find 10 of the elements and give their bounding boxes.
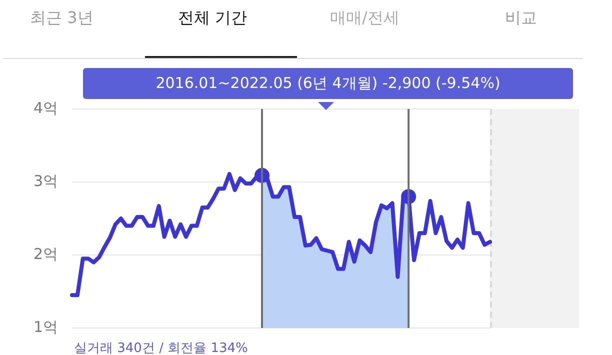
text: 실거래 340건 / 회전율 134% xyxy=(74,340,248,355)
text: 비교 xyxy=(505,8,537,29)
y-tick-label: 1억 xyxy=(33,318,58,336)
text: 2016.01~2022.05 (6년 4개월) -2,900 (-9.54%) xyxy=(83,68,573,99)
text: 전체 기간 xyxy=(178,8,248,29)
y-tick-label: 3억 xyxy=(33,172,58,190)
text: 최근 3년 xyxy=(30,8,94,29)
y-tick-label: 2억 xyxy=(33,244,58,263)
y-tick-label: 4억 xyxy=(33,98,58,117)
text: 매매/전세 xyxy=(330,8,400,29)
